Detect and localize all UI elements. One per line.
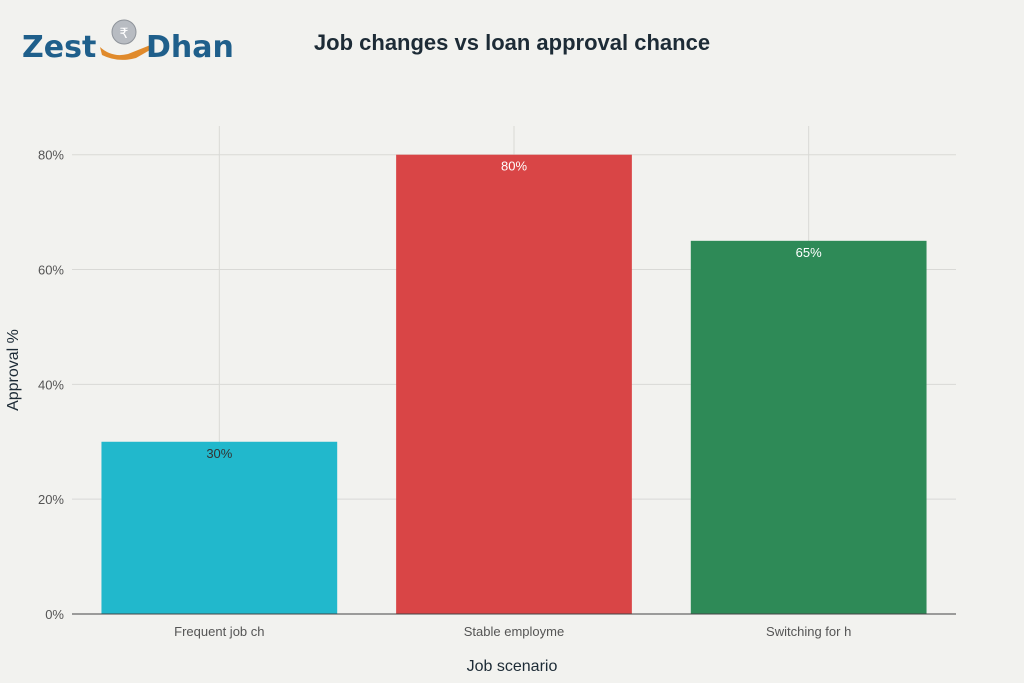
bar xyxy=(101,441,338,614)
zestdhan-logo: Zest ₹ Dhan xyxy=(22,19,234,65)
logo-hand-icon xyxy=(100,45,151,60)
x-axis-ticks: Frequent job ch Stable employme Switching … xyxy=(174,624,851,639)
bars: 30% 80% 65% xyxy=(101,154,927,615)
y-tick-label: 60% xyxy=(38,263,64,278)
y-axis-ticks: 0% 20% 40% 60% 80% xyxy=(38,148,64,622)
bar-value-label: 65% xyxy=(796,245,822,260)
chart-title: Job changes vs loan approval chance xyxy=(314,30,710,55)
bar-value-label: 30% xyxy=(206,446,232,461)
y-tick-label: 20% xyxy=(38,492,64,507)
logo-text-left: Zest xyxy=(22,30,96,65)
y-tick-label: 40% xyxy=(38,377,64,392)
y-tick-label: 80% xyxy=(38,148,64,163)
logo-coin-icon xyxy=(111,19,137,45)
bar xyxy=(690,240,927,614)
y-tick-label: 0% xyxy=(45,607,64,622)
y-axis-title: Approval % xyxy=(5,329,22,411)
x-tick-label: Switching for h xyxy=(766,624,851,639)
logo-coin-symbol: ₹ xyxy=(120,25,129,41)
logo-text-right: Dhan xyxy=(146,30,234,65)
x-axis-title: Job scenario xyxy=(467,658,558,675)
bar xyxy=(396,154,632,615)
x-tick-label: Stable employme xyxy=(464,624,564,639)
bar-value-label: 80% xyxy=(501,159,527,174)
x-tick-label: Frequent job ch xyxy=(174,624,264,639)
